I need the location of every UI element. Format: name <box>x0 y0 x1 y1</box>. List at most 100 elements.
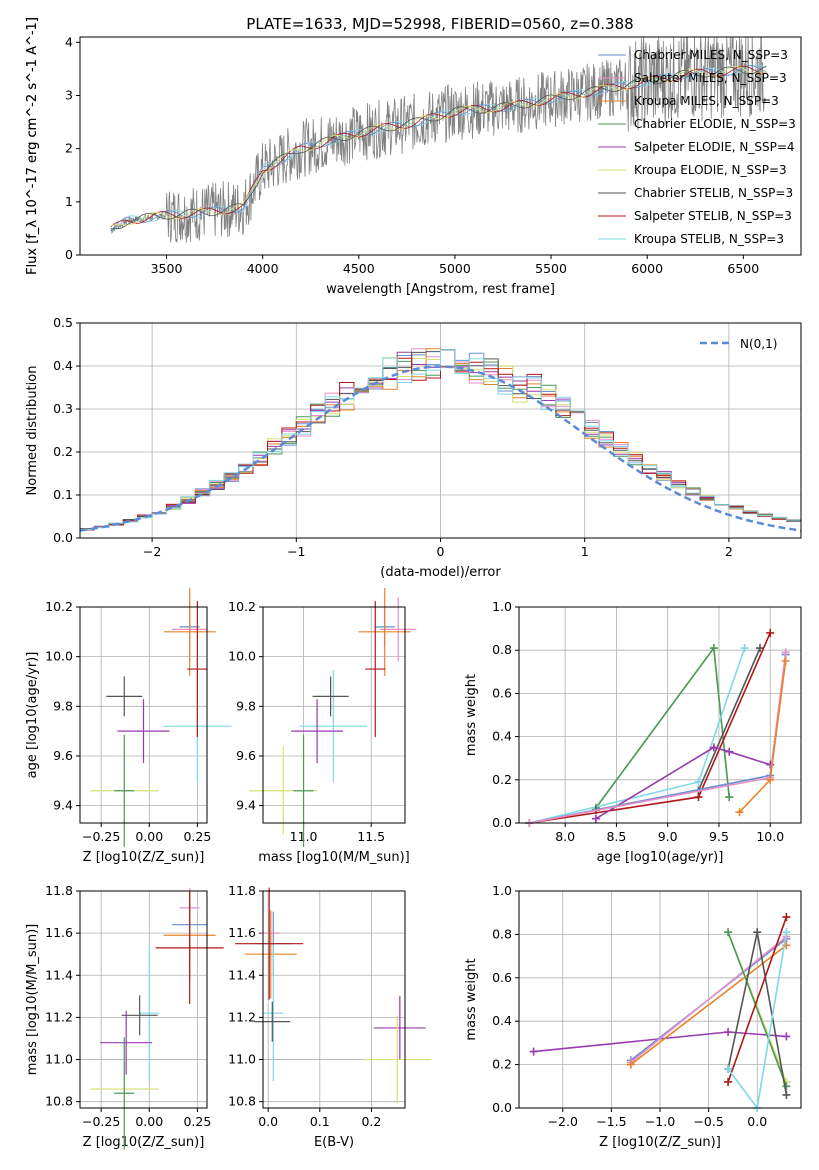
y-tick-label: 0.3 <box>53 401 73 416</box>
y-axis-label: mass weight <box>464 674 479 756</box>
y-tick-label: 0.0 <box>492 815 512 830</box>
x-tick-label: 0.00 <box>135 1114 163 1129</box>
y-tick-label: 4 <box>65 34 73 49</box>
axes-frame <box>262 890 406 1109</box>
x-tick-label: 2 <box>725 544 733 559</box>
data-point-marker <box>755 644 764 653</box>
x-tick-label: 0.0 <box>747 1114 767 1129</box>
x-tick-label: 9.0 <box>658 829 678 844</box>
legend-label: Kroupa MILES, N_SSP=3 <box>634 94 779 108</box>
x-tick-label: 1 <box>581 544 589 559</box>
y-tick-label: 11.0 <box>228 1052 256 1067</box>
axes-frame <box>79 890 208 1109</box>
x-tick-label: −0.5 <box>693 1114 723 1129</box>
x-tick-label: −0.25 <box>82 829 120 844</box>
y-tick-label: 11.4 <box>45 967 73 982</box>
y-tick-label: 0.2 <box>53 444 73 459</box>
legend-label: Kroupa STELIB, N_SSP=3 <box>634 232 784 246</box>
x-tick-label: 4500 <box>343 261 375 276</box>
model-spectrum <box>110 65 767 228</box>
y-tick-label: 9.4 <box>236 798 256 813</box>
y-tick-label: 0 <box>65 247 73 262</box>
data-point-marker <box>781 657 790 665</box>
legend-label: Chabrier MILES, N_SSP=3 <box>634 48 788 62</box>
series-line <box>595 645 730 809</box>
y-axis-label: Flux [f_λ 10^-17 erg cm^-2 s^-1 A^-1] <box>25 17 40 275</box>
x-tick-label: 11.5 <box>357 829 385 844</box>
y-tick-label: 10.0 <box>45 649 73 664</box>
model-spectrum <box>110 64 767 235</box>
y-tick-label: 10.2 <box>45 599 73 614</box>
figure-title: PLATE=1633, MJD=52998, FIBERID=0560, z=0… <box>246 15 633 33</box>
legend-label: Salpeter STELIB, N_SSP=3 <box>634 209 792 223</box>
legend-label: Salpeter MILES, N_SSP=3 <box>634 71 787 85</box>
normal-curve <box>79 365 802 532</box>
x-tick-label: 10.0 <box>756 829 784 844</box>
x-tick-label: 9.5 <box>709 829 729 844</box>
y-tick-label: 0.2 <box>492 1057 512 1072</box>
legend-label: Chabrier STELIB, N_SSP=3 <box>634 186 793 200</box>
x-axis-label: age [log10(age/yr)] <box>597 850 724 865</box>
y-tick-label: 9.4 <box>53 798 73 813</box>
data-point-marker <box>782 1090 791 1099</box>
data-point-marker <box>781 648 790 657</box>
series-line <box>727 916 788 1083</box>
y-tick-label: 2 <box>65 141 73 156</box>
data-point-marker <box>766 628 775 637</box>
axes-frame <box>518 890 802 1109</box>
x-tick-label: −0.25 <box>82 1114 120 1129</box>
y-tick-label: 0.6 <box>492 685 512 700</box>
data-point-marker <box>529 1047 538 1056</box>
x-tick-label: 5500 <box>535 261 567 276</box>
series-line <box>595 746 771 820</box>
y-tick-label: 0.4 <box>492 729 512 744</box>
y-tick-label: 0.0 <box>53 530 73 545</box>
data-point-marker <box>694 793 703 802</box>
x-tick-label: 6500 <box>727 261 759 276</box>
y-tick-label: 11.4 <box>228 967 256 982</box>
data-point-marker <box>782 913 791 922</box>
data-point-marker <box>626 1060 635 1069</box>
data-point-marker <box>753 928 762 937</box>
y-tick-label: 11.6 <box>45 925 73 940</box>
y-tick-label: 0.4 <box>53 358 73 373</box>
y-tick-label: 11.8 <box>45 883 73 898</box>
x-tick-label: −1 <box>287 544 305 559</box>
data-point-marker <box>724 1064 733 1073</box>
series-line <box>630 944 787 1066</box>
y-tick-label: 1 <box>65 194 73 209</box>
axes-frame <box>79 322 802 539</box>
y-tick-label: 0.0 <box>492 1100 512 1115</box>
y-tick-label: 10.8 <box>228 1094 256 1109</box>
model-spectrum <box>110 65 767 230</box>
y-tick-label: 11.2 <box>228 1009 256 1024</box>
x-tick-label: −2 <box>143 544 161 559</box>
data-point-marker <box>724 1077 733 1086</box>
residual-histogram <box>80 357 801 531</box>
x-tick-label: 0.1 <box>310 1114 330 1129</box>
x-tick-label: 0 <box>437 544 445 559</box>
x-tick-label: 0.25 <box>183 1114 211 1129</box>
axes-frame <box>518 606 802 824</box>
legend-label: N(0,1) <box>740 337 777 351</box>
x-tick-label: 8.0 <box>555 829 575 844</box>
x-axis-label: mass [log10(M/M_sun)] <box>258 850 410 865</box>
axes-frame <box>262 606 406 824</box>
residual-histogram <box>80 349 801 531</box>
legend-label: Chabrier ELODIE, N_SSP=3 <box>634 117 796 131</box>
data-point-marker <box>782 1032 791 1041</box>
x-axis-label: (data-model)/error <box>380 565 501 580</box>
x-tick-label: −1.5 <box>596 1114 626 1129</box>
y-tick-label: 0.8 <box>492 926 512 941</box>
y-tick-label: 0.1 <box>53 487 73 502</box>
model-spectrum <box>110 66 767 227</box>
data-point-marker <box>709 743 718 752</box>
y-tick-label: 9.6 <box>53 748 73 763</box>
series-line <box>595 645 730 809</box>
series-line <box>727 931 788 1087</box>
x-tick-label: 0.00 <box>135 829 163 844</box>
y-axis-label: mass [log10(M/M_sun)] <box>25 924 40 1076</box>
x-tick-label: 0.0 <box>258 1114 278 1129</box>
